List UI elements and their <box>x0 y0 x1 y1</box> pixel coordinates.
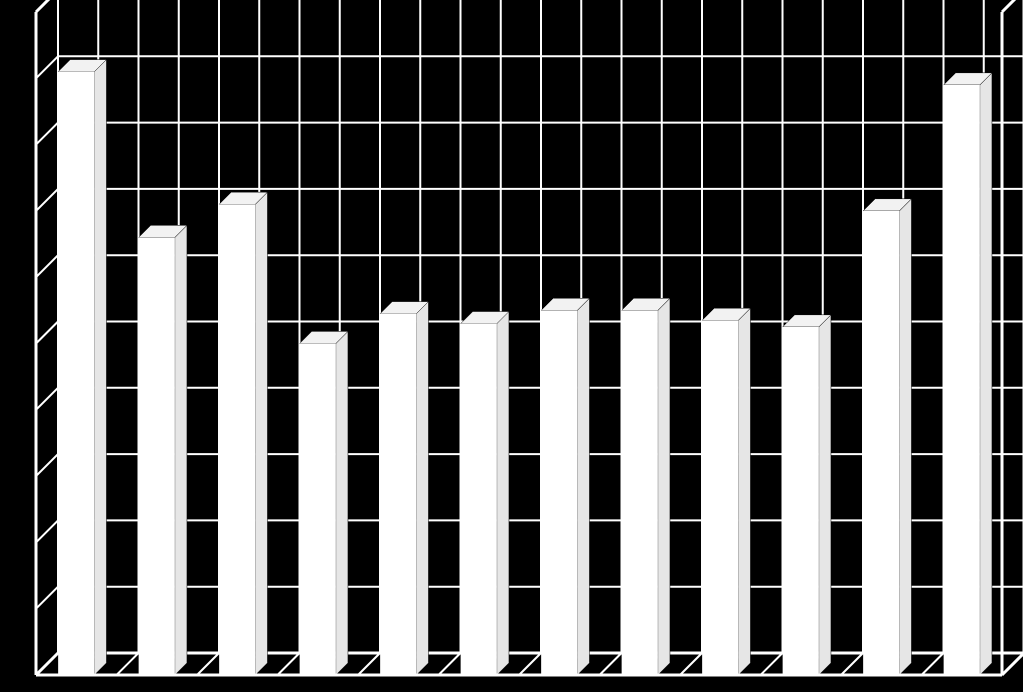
bar-chart-3d <box>0 0 1023 692</box>
bar <box>300 331 348 675</box>
bar <box>863 199 911 675</box>
bar <box>702 308 750 675</box>
bar <box>139 225 187 675</box>
bar <box>944 73 992 675</box>
bar <box>380 302 428 675</box>
bar <box>622 298 670 675</box>
bar <box>783 315 831 675</box>
bar <box>461 312 509 675</box>
bar <box>58 60 106 675</box>
bar <box>541 298 589 675</box>
bar <box>219 192 267 675</box>
